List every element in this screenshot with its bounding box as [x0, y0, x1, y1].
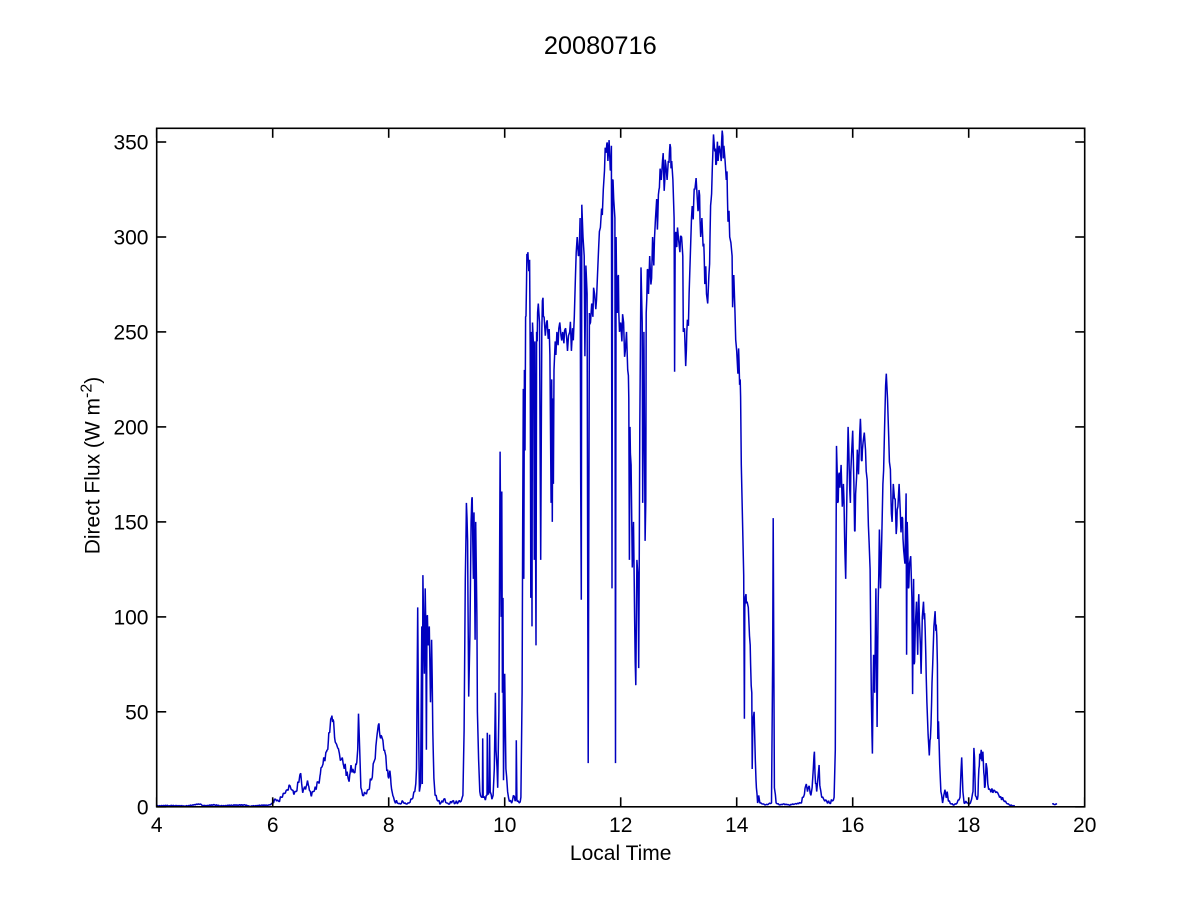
svg-text:150: 150 [113, 511, 148, 534]
svg-text:12: 12 [609, 814, 632, 837]
svg-text:18: 18 [957, 814, 980, 837]
svg-text:50: 50 [125, 701, 148, 724]
svg-text:250: 250 [113, 321, 148, 344]
svg-text:8: 8 [383, 814, 395, 837]
svg-text:14: 14 [725, 814, 749, 837]
svg-text:Local Time: Local Time [570, 842, 672, 865]
svg-text:20: 20 [1073, 814, 1096, 837]
svg-text:Direct Flux (W m-2): Direct Flux (W m-2) [79, 377, 105, 555]
svg-text:300: 300 [113, 227, 148, 250]
svg-text:10: 10 [493, 814, 516, 837]
svg-text:350: 350 [113, 132, 148, 155]
svg-text:100: 100 [113, 606, 148, 629]
svg-text:200: 200 [113, 416, 148, 439]
svg-text:6: 6 [267, 814, 279, 837]
svg-text:16: 16 [841, 814, 864, 837]
svg-text:4: 4 [151, 814, 163, 837]
svg-text:0: 0 [137, 796, 149, 819]
svg-text:20080716: 20080716 [544, 32, 657, 60]
